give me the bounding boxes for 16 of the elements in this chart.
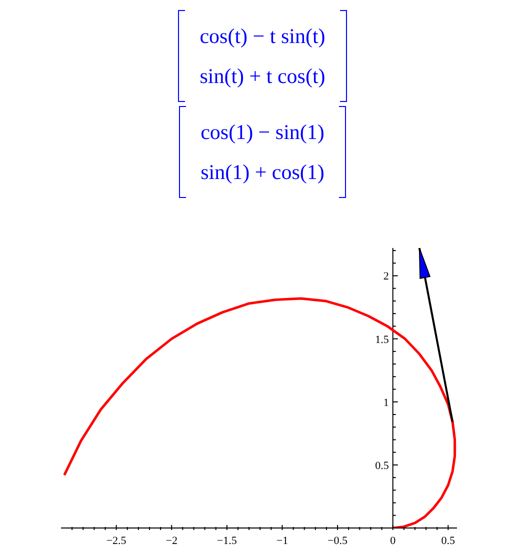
x-tick-label: 0: [390, 535, 396, 547]
x-tick-label: −2.5: [106, 535, 127, 547]
x-tick-label: −1: [276, 535, 288, 547]
text: sin(1) + cos(1): [200, 159, 324, 186]
text: cos(t) − t sin(t): [200, 23, 326, 50]
x-tick-label: −1.5: [216, 535, 238, 547]
y-tick-label: 1.5: [375, 334, 390, 346]
y-tick-label: 1: [383, 396, 389, 409]
y-tick-label: 0.5: [375, 460, 390, 472]
y-tick-label: 2: [383, 270, 389, 283]
line-series: [63, 297, 456, 528]
x-tick-label: −0.5: [328, 535, 348, 547]
text: cos(1) − sin(1): [200, 119, 324, 146]
x-tick-label: 0.5: [441, 535, 456, 547]
text: sin(t) + t cos(t): [200, 63, 326, 90]
x-tick-label: −2: [166, 535, 178, 547]
